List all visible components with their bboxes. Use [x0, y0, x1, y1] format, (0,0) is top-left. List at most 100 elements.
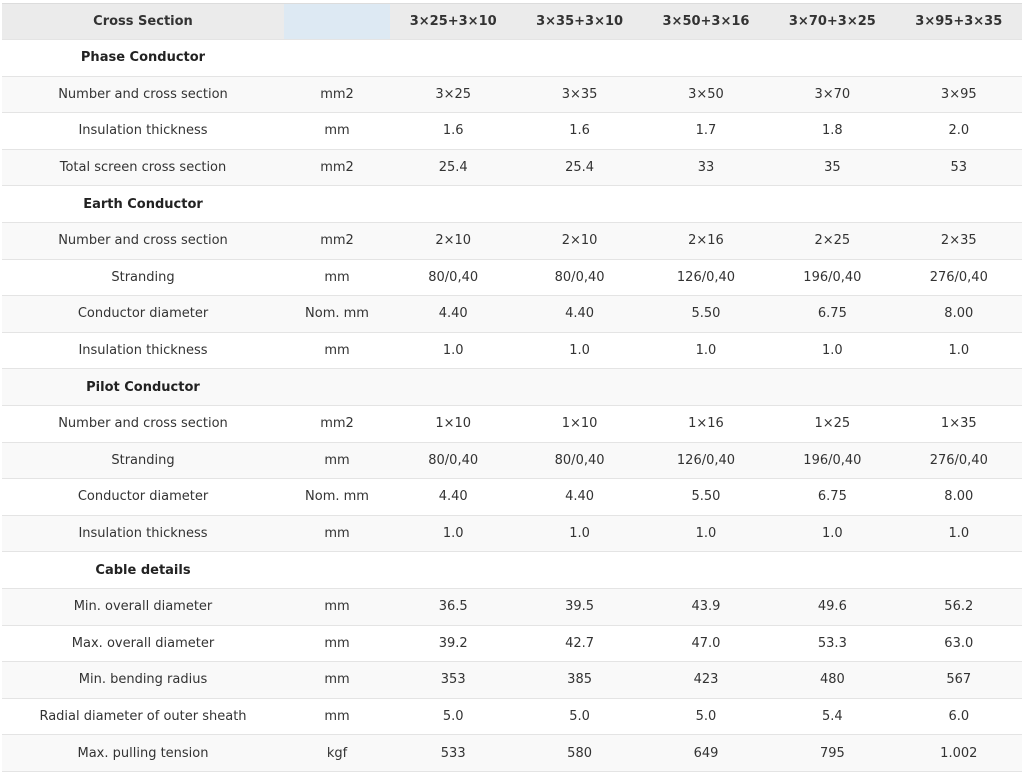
empty-cell — [769, 185, 896, 223]
value-cell: 1.0 — [390, 332, 517, 370]
value-cell: 39.5 — [516, 588, 643, 626]
empty-cell — [516, 39, 643, 77]
value-cell: 1.0 — [516, 332, 643, 370]
value-cell: 423 — [642, 661, 770, 699]
row-unit: mm2 — [284, 222, 390, 260]
header-row: Cross Section 3×25+3×10 3×35+3×10 3×50+3… — [2, 3, 1022, 40]
empty-cell — [390, 185, 517, 223]
empty-cell — [390, 551, 517, 589]
empty-cell — [516, 185, 643, 223]
row-label: Total screen cross section — [2, 149, 284, 187]
value-cell: 80/0,40 — [390, 442, 517, 480]
value-cell: 53.3 — [769, 625, 896, 663]
empty-cell — [769, 551, 896, 589]
section-title: Pilot Conductor — [2, 368, 284, 406]
value-cell: 80/0,40 — [516, 259, 643, 297]
row-unit: mm2 — [284, 149, 390, 187]
value-cell: 80/0,40 — [516, 442, 643, 480]
value-cell: 1.0 — [769, 515, 896, 553]
value-cell: 1.0 — [642, 515, 770, 553]
row-label: Number and cross section — [2, 222, 284, 260]
value-cell: 42.7 — [516, 625, 643, 663]
value-cell: 1.0 — [516, 515, 643, 553]
value-cell: 1.6 — [390, 112, 517, 150]
empty-cell — [769, 368, 896, 406]
table-row: Stranding mm 80/0,40 80/0,40 126/0,40 196/0,4… — [2, 442, 1022, 480]
value-cell: 35 — [769, 149, 896, 187]
row-unit: mm — [284, 112, 390, 150]
value-cell: 126/0,40 — [642, 442, 770, 480]
empty-cell — [516, 551, 643, 589]
value-cell: 63.0 — [895, 625, 1022, 663]
value-cell: 2×25 — [769, 222, 896, 260]
row-label: Number and cross section — [2, 76, 284, 114]
value-cell: 649 — [642, 734, 770, 772]
value-cell: 1×10 — [390, 405, 517, 443]
table-row: Insulation thickness mm 1.6 1.6 1.7 1.8 2.0 — [2, 112, 1022, 150]
table-row: Total screen cross section mm2 25.4 25.4 33 3… — [2, 149, 1022, 187]
row-label: Max. overall diameter — [2, 625, 284, 663]
header-unit — [284, 3, 390, 40]
value-cell: 1.0 — [895, 332, 1022, 370]
table-row: Conductor diameter Nom. mm 4.40 4.40 5.50 6.7… — [2, 295, 1022, 333]
value-cell: 43.9 — [642, 588, 770, 626]
table-row: Max. pulling tension kgf 533 580 649 795 1.002 — [2, 734, 1022, 772]
row-unit: mm — [284, 259, 390, 297]
value-cell: 196/0,40 — [769, 442, 896, 480]
table-header: Cross Section 3×25+3×10 3×35+3×10 3×50+3… — [2, 3, 1022, 40]
table-row: Min. overall diameter mm 36.5 39.5 43.9 49.6 5… — [2, 588, 1022, 626]
table-row: Number and cross section mm2 1×10 1×10 1×16 1… — [2, 405, 1022, 443]
empty-cell — [642, 551, 770, 589]
value-cell: 4.40 — [516, 295, 643, 333]
value-cell: 1.0 — [642, 332, 770, 370]
empty-cell — [284, 551, 390, 589]
value-cell: 1×16 — [642, 405, 770, 443]
value-cell: 2.0 — [895, 112, 1022, 150]
table-row: Max. overall diameter mm 39.2 42.7 47.0 53.3 6… — [2, 625, 1022, 663]
row-unit: kgf — [284, 734, 390, 772]
header-col-3: 3×50+3×16 — [642, 3, 770, 40]
value-cell: 5.50 — [642, 478, 770, 516]
value-cell: 480 — [769, 661, 896, 699]
value-cell: 2×35 — [895, 222, 1022, 260]
row-label: Max. pulling tension — [2, 734, 284, 772]
value-cell: 25.4 — [516, 149, 643, 187]
value-cell: 47.0 — [642, 625, 770, 663]
value-cell: 385 — [516, 661, 643, 699]
table-row: Insulation thickness mm 1.0 1.0 1.0 1.0 1.0 — [2, 515, 1022, 553]
value-cell: 1.7 — [642, 112, 770, 150]
table-row: Number and cross section mm2 3×25 3×35 3×50 3… — [2, 76, 1022, 114]
value-cell: 53 — [895, 149, 1022, 187]
empty-cell — [390, 368, 517, 406]
row-label: Stranding — [2, 442, 284, 480]
value-cell: 8.00 — [895, 478, 1022, 516]
value-cell: 1.0 — [390, 515, 517, 553]
section-title: Earth Conductor — [2, 185, 284, 223]
value-cell: 6.0 — [895, 698, 1022, 736]
value-cell: 39.2 — [390, 625, 517, 663]
header-col-1: 3×25+3×10 — [390, 3, 517, 40]
value-cell: 4.40 — [390, 295, 517, 333]
section-row: Earth Conductor — [2, 185, 1022, 223]
value-cell: 1.002 — [895, 734, 1022, 772]
value-cell: 6.75 — [769, 478, 896, 516]
row-unit: mm2 — [284, 405, 390, 443]
section-title: Phase Conductor — [2, 39, 284, 77]
empty-cell — [516, 368, 643, 406]
table-row: Number and cross section mm2 2×10 2×10 2×16 2… — [2, 222, 1022, 260]
value-cell: 80/0,40 — [390, 259, 517, 297]
value-cell: 5.50 — [642, 295, 770, 333]
value-cell: 1×35 — [895, 405, 1022, 443]
cable-spec-table: Cross Section 3×25+3×10 3×35+3×10 3×50+3… — [2, 3, 1022, 772]
value-cell: 1.0 — [769, 332, 896, 370]
section-row: Cable details — [2, 551, 1022, 589]
header-col-5: 3×95+3×35 — [895, 3, 1022, 40]
row-label: Insulation thickness — [2, 112, 284, 150]
section-row: Phase Conductor — [2, 39, 1022, 77]
value-cell: 3×50 — [642, 76, 770, 114]
value-cell: 36.5 — [390, 588, 517, 626]
empty-cell — [284, 39, 390, 77]
header-col-4: 3×70+3×25 — [769, 3, 896, 40]
row-unit: Nom. mm — [284, 295, 390, 333]
value-cell: 1.6 — [516, 112, 643, 150]
